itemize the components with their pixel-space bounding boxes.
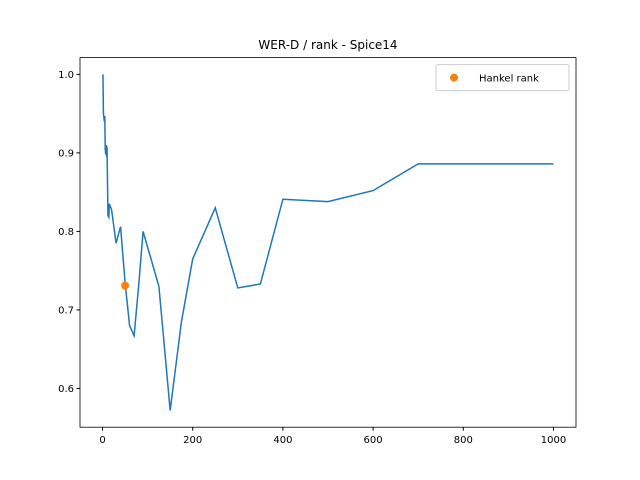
y-tick-label: 1.0	[58, 70, 74, 81]
line	[102, 74, 554, 411]
x-tick-label: 600	[364, 435, 383, 446]
y-tick-label: 0.8	[58, 227, 74, 238]
y-tick-label: 0.6	[58, 384, 74, 395]
x-tick-label: 800	[454, 435, 473, 446]
legend	[435, 64, 570, 92]
y-tick-label: 0.9	[58, 148, 74, 159]
legend-swatch	[450, 73, 458, 82]
point	[121, 281, 130, 290]
y-tick-label: 0.7	[58, 305, 74, 316]
chart-title: WER-D / rank - Spice14	[258, 38, 397, 52]
x-tick-label: 400	[273, 435, 292, 446]
legend-label: Hankel rank	[479, 74, 539, 85]
x-tick-label: 1000	[541, 435, 566, 446]
x-tick-label: 0	[99, 435, 105, 446]
x-tick-label: 200	[183, 435, 202, 446]
plot-frame	[79, 57, 577, 428]
